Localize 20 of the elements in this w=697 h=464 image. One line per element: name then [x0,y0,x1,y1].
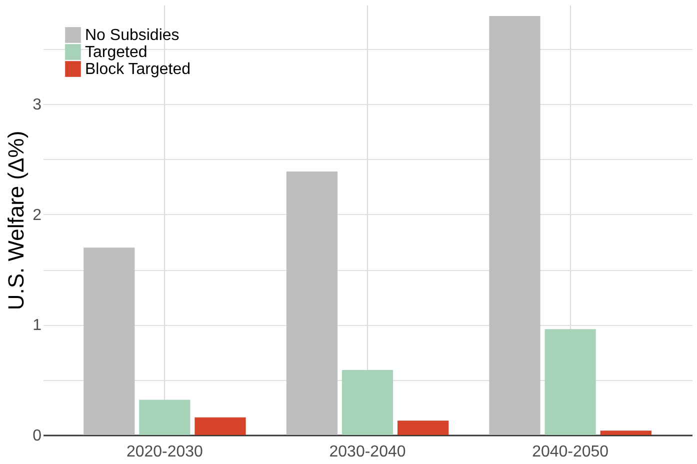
x-tick-label: 2020-2030 [126,444,204,460]
legend-label: Block Targeted [85,61,191,78]
legend-label: No Subsidies [85,27,180,44]
y-tick-label: 0 [32,428,42,444]
x-tick-label: 2040-2050 [532,444,609,460]
bar [398,420,449,435]
y-tick-label: 1 [32,317,42,334]
y-tick-label: 2 [32,206,42,224]
bar [194,417,246,435]
y-tick-label: 3 [32,96,42,114]
y-axis-title: U.S. Welfare (Δ%) [4,130,29,310]
x-tick-label: 2030-2040 [329,444,406,460]
bar [139,400,190,435]
bar [342,370,394,435]
legend-label: Targeted [85,44,148,61]
bar [489,16,540,435]
bar [286,171,338,435]
bar [600,430,652,435]
bar [544,329,596,435]
bar [84,248,135,435]
